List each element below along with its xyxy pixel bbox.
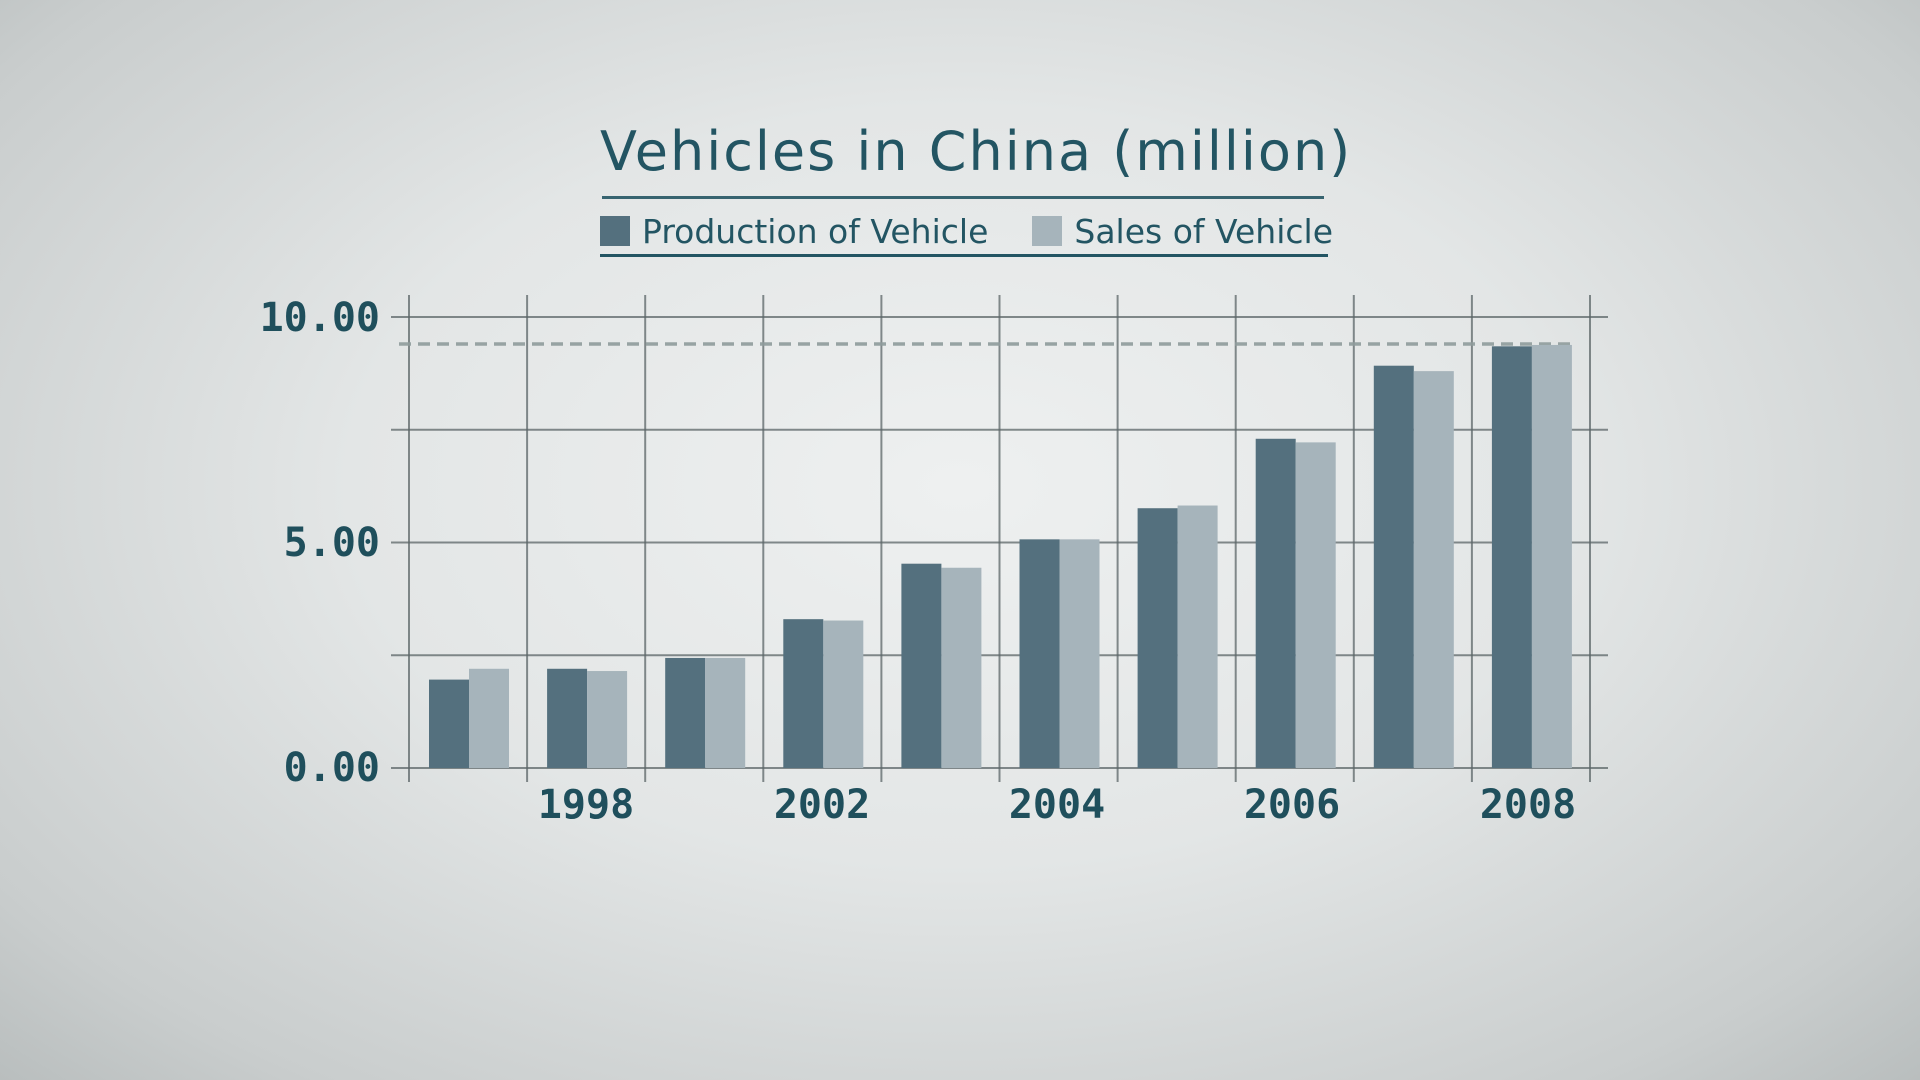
bar-sales — [705, 657, 746, 768]
bar-production — [901, 563, 942, 768]
bar-production — [783, 619, 824, 768]
bar-sales — [1059, 539, 1100, 768]
legend-item-production: Production of Vehicle — [600, 212, 988, 251]
x-tick-label: 2002 — [774, 782, 870, 828]
legend-swatch-sales — [1032, 216, 1063, 246]
y-tick-label: 10.00 — [260, 295, 380, 341]
bar-production — [1373, 365, 1414, 768]
y-tick-label: 5.00 — [284, 520, 380, 566]
bar-production — [1019, 539, 1060, 768]
bar-sales — [1177, 505, 1218, 768]
bars — [429, 344, 1572, 768]
legend-swatch-production — [600, 216, 630, 246]
bar-sales — [587, 671, 628, 768]
x-tick-label: 1998 — [538, 782, 634, 828]
legend-label-production: Production of Vehicle — [642, 211, 989, 251]
legend-item-sales: Sales of Vehicle — [1032, 212, 1333, 251]
bar-sales — [1531, 344, 1572, 768]
chart-legend: Production of Vehicle Sales of Vehicle — [600, 206, 1377, 256]
x-tick-label: 2004 — [1009, 782, 1105, 828]
bar-production — [1255, 438, 1296, 768]
bar-sales — [469, 668, 509, 768]
x-tick-label: 2008 — [1480, 782, 1576, 828]
y-axis-ticks: 10.00 5.00 0.00 — [260, 295, 380, 791]
bar-production — [429, 679, 469, 768]
legend-underline — [600, 254, 1328, 257]
x-axis-ticks: 1998 2002 2004 2006 2008 — [538, 782, 1576, 828]
bar-sales — [1413, 371, 1454, 768]
y-tick-label: 0.00 — [284, 745, 380, 791]
bar-production — [665, 657, 706, 768]
bar-production — [547, 668, 588, 768]
bar-sales — [941, 567, 982, 768]
title-underline — [602, 196, 1324, 199]
legend-label-sales: Sales of Vehicle — [1074, 211, 1334, 251]
bar-production — [1491, 346, 1532, 768]
bar-production — [1137, 508, 1178, 768]
x-tick-label: 2006 — [1244, 782, 1340, 828]
bar-sales — [823, 620, 864, 768]
bar-sales — [1295, 442, 1336, 768]
chart-title: Vehicles in China (million) — [600, 120, 1353, 183]
